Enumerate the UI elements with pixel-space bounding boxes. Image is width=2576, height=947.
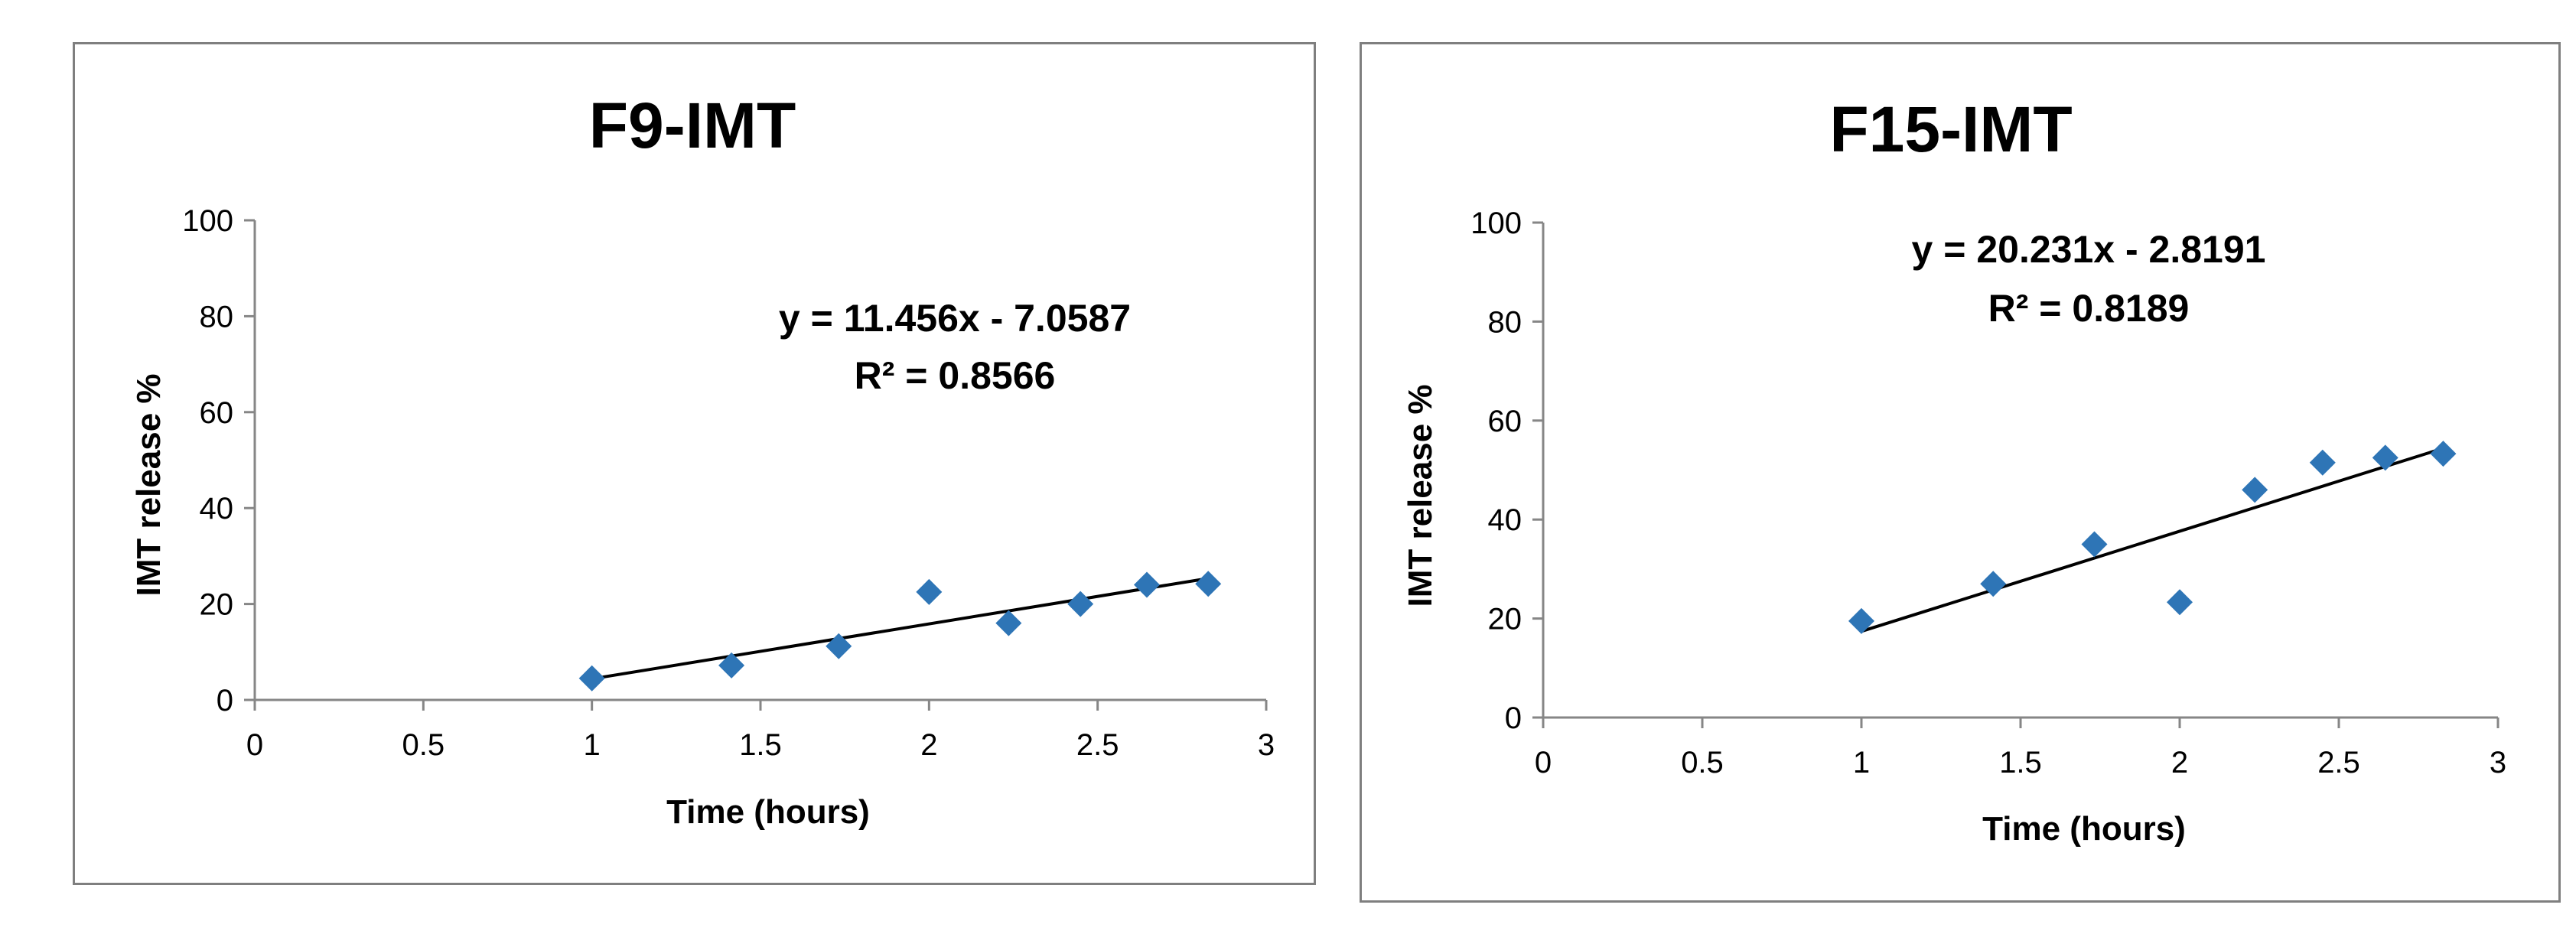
chart-panel-f15: F15-IMT y = 20.231x - 2.8191 R² = 0.8189… [1360,42,2561,903]
data-point [578,665,605,692]
trendline-r2: R² = 0.8566 [855,354,1056,397]
data-point [2309,449,2336,476]
data-point [2372,444,2399,471]
x-tick-label: 2 [920,728,937,762]
x-axis-label: Time (hours) [666,793,870,831]
data-point [1134,571,1161,598]
data-point [2242,477,2268,503]
trendline [1861,447,2444,633]
y-tick-label: 40 [1488,503,1522,537]
y-axis-label: IMT release % [1402,384,1439,607]
y-tick-label: 80 [200,300,234,334]
data-point [826,633,852,659]
data-point [2430,441,2457,467]
x-axis-label: Time (hours) [1982,810,2186,848]
x-tick-label: 0.5 [402,728,445,762]
x-tick-label: 0 [246,728,263,762]
y-tick-label: 20 [1488,603,1522,636]
data-point [1195,571,1222,597]
trendline [591,577,1209,681]
y-tick-label: 100 [182,204,233,238]
x-tick-label: 0.5 [1681,746,1724,779]
y-tick-label: 80 [1488,305,1522,339]
y-tick-label: 0 [1505,701,1522,735]
y-axis-label: IMT release % [130,373,168,596]
data-point [1067,591,1094,617]
x-tick-label: 3 [1258,728,1275,762]
y-tick-label: 60 [1488,405,1522,438]
x-tick-label: 2.5 [1076,728,1119,762]
x-tick-label: 1 [584,728,601,762]
data-point [2081,531,2108,558]
y-tick-label: 40 [200,492,234,526]
x-tick-label: 0 [1535,746,1552,779]
data-point [916,578,943,605]
trendline-equation: y = 11.456x - 7.0587 [779,297,1131,340]
x-tick-label: 1.5 [1999,746,2042,779]
chart-title: F15-IMT [1829,93,2072,165]
y-tick-label: 100 [1470,207,1522,240]
x-tick-label: 2 [2171,746,2188,779]
y-tick-label: 0 [217,684,233,718]
data-point [1848,607,1874,634]
y-tick-label: 60 [200,396,234,430]
chart-title: F9-IMT [589,89,796,161]
y-tick-label: 20 [200,588,234,622]
trendline-equation: y = 20.231x - 2.8191 [1912,228,2266,271]
x-tick-label: 1 [1853,746,1870,779]
data-point [995,610,1022,636]
data-point [2167,589,2193,616]
data-point [1980,571,2007,597]
chart-panel-f9: F9-IMT y = 11.456x - 7.0587 R² = 0.8566 … [73,42,1316,885]
data-point [718,652,745,679]
x-tick-label: 3 [2490,746,2506,779]
trendline-r2: R² = 0.8189 [1988,287,2190,330]
x-tick-label: 2.5 [2317,746,2360,779]
chart-f9-svg: F9-IMT y = 11.456x - 7.0587 R² = 0.8566 … [130,89,1275,831]
x-tick-label: 1.5 [739,728,782,762]
chart-f15-svg: F15-IMT y = 20.231x - 2.8191 R² = 0.8189… [1402,93,2506,848]
